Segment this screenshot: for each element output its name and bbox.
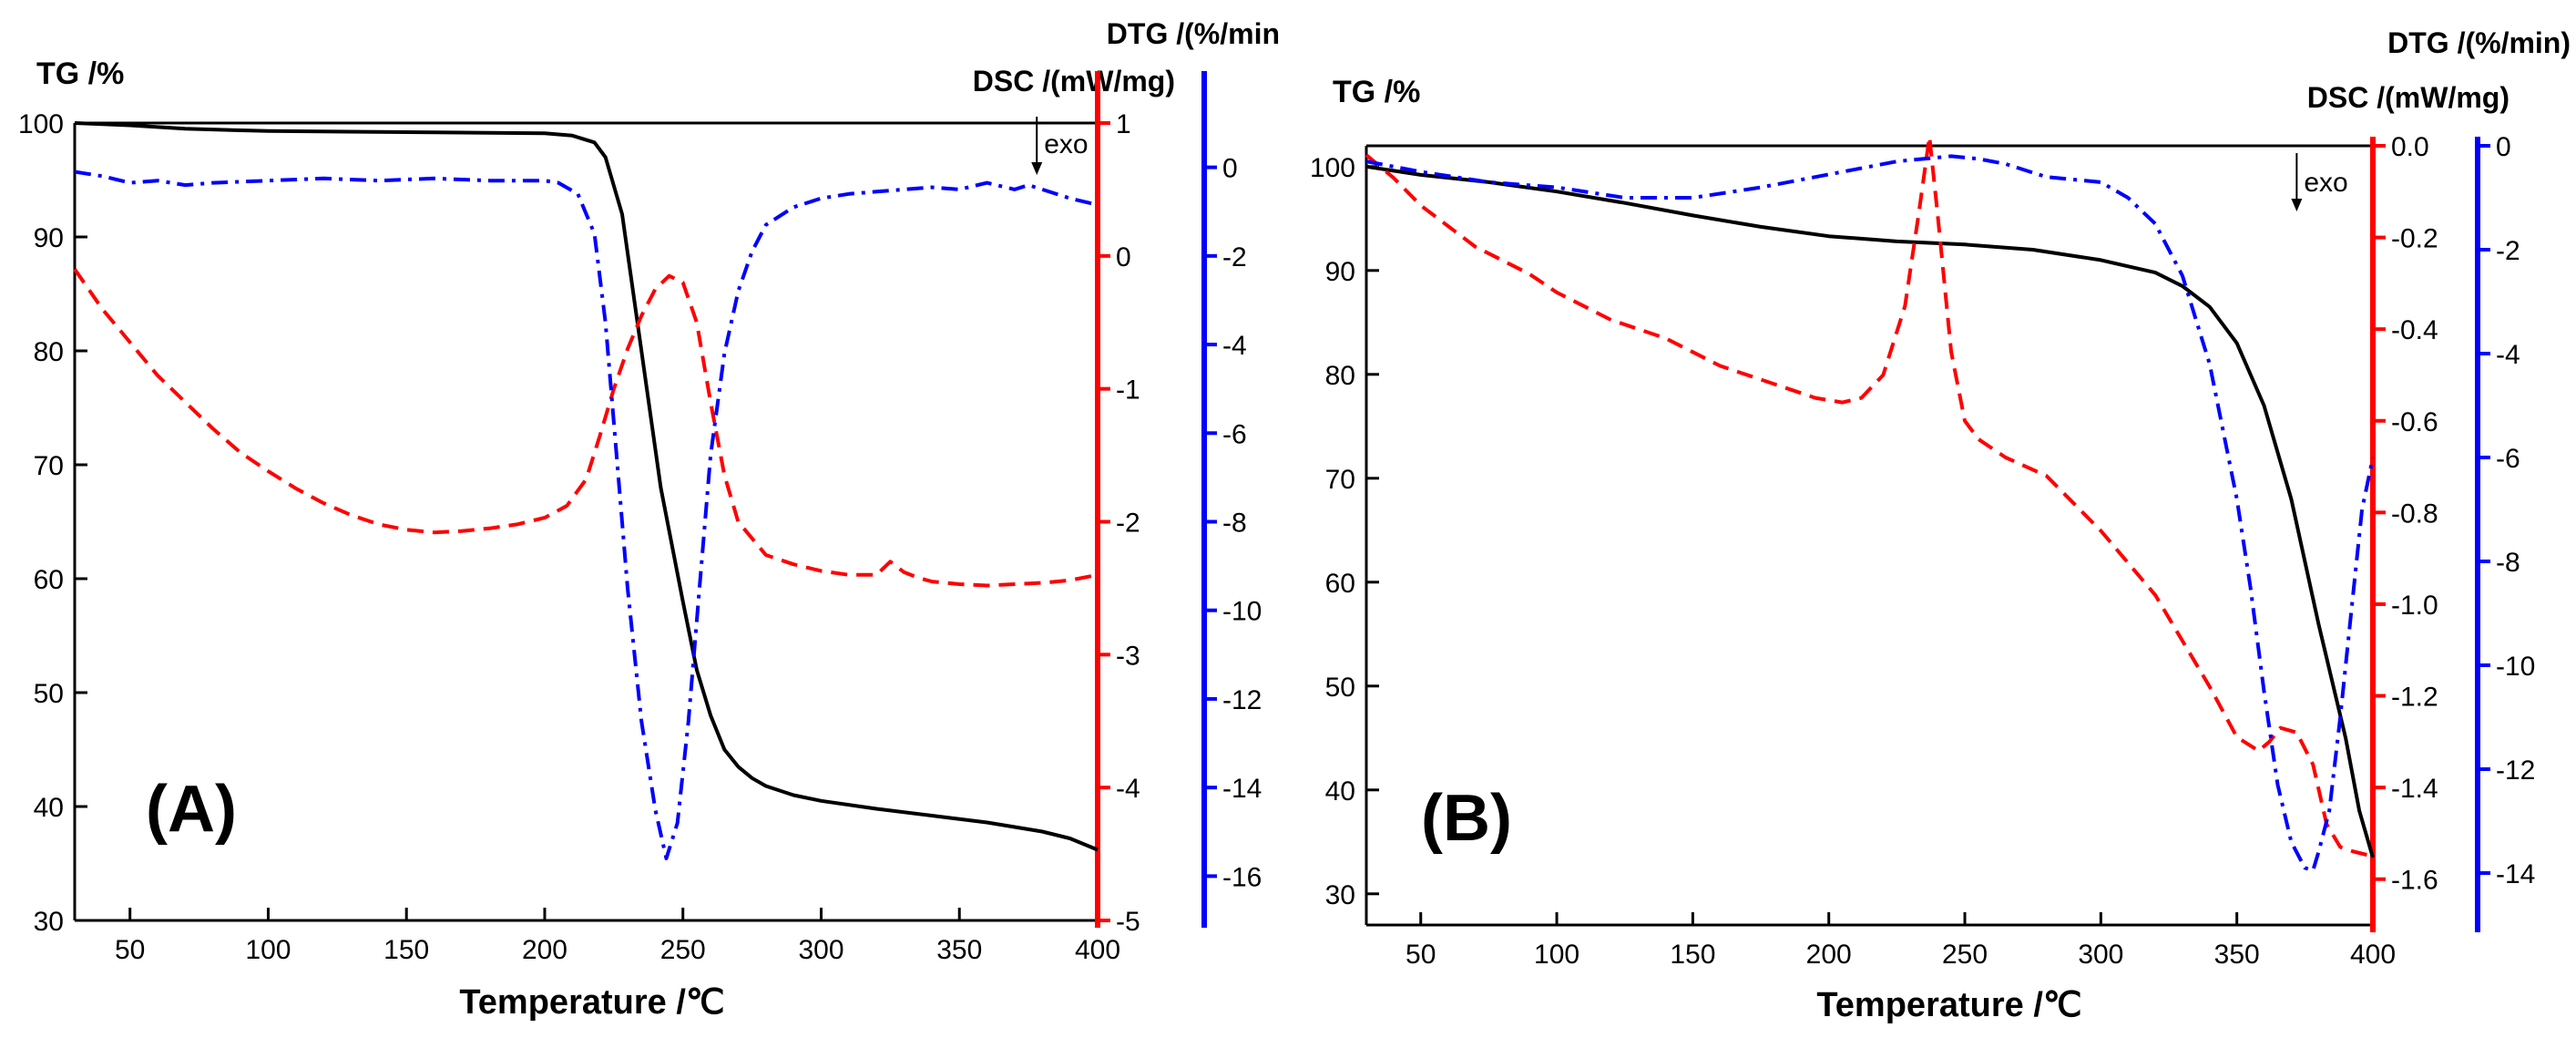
panel-b-tg-axis-title: TG /% — [1333, 75, 1420, 109]
panel-a-exo-annotation: exo — [1044, 129, 1088, 159]
panel-b-dsc-tick-label: -0.8 — [2391, 498, 2438, 529]
panel-b-x-tick-label: 50 — [1406, 940, 1436, 970]
panel-b-x-tick-label: 150 — [1670, 940, 1715, 970]
panel-a-tg-tick-label: 60 — [34, 565, 64, 595]
panel-a-x-tick-label: 400 — [1075, 935, 1120, 965]
panel-b-tg-tick-label: 60 — [1325, 569, 1355, 599]
panel-a-tg-tick-label: 100 — [18, 109, 64, 139]
panel-a-x-tick-label: 50 — [115, 935, 145, 965]
panel-a-dsc-tick-label: -1 — [1116, 375, 1140, 406]
panel-b-tg-curve — [1365, 164, 2375, 858]
panel-b-tg-tick-label: 90 — [1325, 257, 1355, 287]
panel-a-dtg-tick-label: -4 — [1222, 331, 1247, 361]
panel-a-dtg-tick-label: -14 — [1222, 774, 1262, 804]
panel-b-x-axis-title: Temperature /℃ — [1816, 986, 2081, 1024]
panel-a-x-tick-label: 250 — [660, 935, 706, 965]
panel-a-dsc-tick-label: -3 — [1116, 641, 1140, 671]
panel-a-dsc-tick-label: 0 — [1116, 242, 1131, 272]
panel-b-tg-tick-label: 70 — [1325, 465, 1355, 495]
panel-a-label: (A) — [146, 773, 237, 846]
panel-a-x-tick-label: 350 — [936, 935, 982, 965]
panel-a-tg-curve — [74, 121, 1099, 852]
panel-b-dsc-tick-label: -0.2 — [2391, 224, 2438, 254]
panel-b-dtg-tick-label: -4 — [2496, 340, 2520, 370]
panel-a-dtg-tick-label: -2 — [1222, 242, 1247, 272]
panel-a-dtg-tick-label: -8 — [1222, 509, 1247, 539]
panel-a-dsc-tick-label: -5 — [1116, 907, 1140, 937]
panel-a-x-tick-label: 150 — [383, 935, 429, 965]
panel-a-exo-arrowhead — [1031, 162, 1043, 175]
panel-b-tg-tick-label: 80 — [1325, 361, 1355, 391]
panel-a-dsc-tick-label: -4 — [1116, 774, 1140, 804]
panel-a-dsc-tick-label: 1 — [1116, 109, 1131, 139]
panel-a-dtg-tick-label: -12 — [1222, 685, 1262, 715]
panel-b-dsc-tick-label: -0.6 — [2391, 407, 2438, 437]
panel-b-dtg-tick-label: -2 — [2496, 236, 2520, 266]
panel-b-dsc-tick-label: -1.6 — [2391, 866, 2438, 896]
panel-a-x-tick-label: 300 — [798, 935, 843, 965]
panel-b-x-tick-label: 100 — [1534, 940, 1579, 970]
panel-b-dsc-tick-label: -0.4 — [2391, 315, 2438, 345]
panel-a-tg-tick-label: 30 — [34, 907, 64, 937]
panel-b-x-tick-label: 250 — [1942, 940, 1988, 970]
panel-a: TG /% DTG /(%/min DSC /(mW/mg) (A) Tempe… — [18, 17, 1280, 1022]
panel-b-tg-tick-label: 50 — [1325, 673, 1355, 703]
panel-a-tg-tick-label: 70 — [34, 451, 64, 481]
panel-a-tg-axis-title: TG /% — [36, 57, 124, 91]
panel-a-dsc-tick-label: -2 — [1116, 509, 1140, 539]
panel-b-x-tick-label: 300 — [2078, 940, 2123, 970]
panel-b-dtg-tick-label: 0 — [2496, 132, 2511, 162]
panel-b-exo-arrowhead — [2291, 199, 2303, 211]
panel-b-tg-tick-label: 100 — [1310, 153, 1355, 183]
panel-a-x-tick-label: 100 — [245, 935, 291, 965]
panel-a-dsc-axis-title: DSC /(mW/mg) — [973, 65, 1175, 98]
panel-a-tg-tick-label: 90 — [34, 223, 64, 253]
panel-b-x-tick-label: 400 — [2350, 940, 2396, 970]
panel-b-exo-annotation: exo — [2304, 168, 2347, 198]
panel-b: TG /% DTG /(%/min) DSC /(mW/mg) (B) Temp… — [1310, 26, 2571, 1024]
panel-b-dsc-axis-title: DSC /(mW/mg) — [2307, 81, 2510, 114]
panel-b-dsc-curve — [1365, 134, 2374, 858]
panel-b-dtg-tick-label: -12 — [2496, 755, 2535, 786]
panel-a-dtg-tick-label: -6 — [1222, 419, 1247, 449]
panel-b-dsc-tick-label: -1.2 — [2391, 683, 2438, 713]
panel-b-tg-tick-label: 40 — [1325, 776, 1355, 807]
panel-b-dsc-tick-label: 0.0 — [2391, 132, 2429, 162]
panel-b-x-tick-label: 350 — [2214, 940, 2260, 970]
panel-b-dtg-tick-label: -14 — [2496, 859, 2535, 889]
panel-a-dtg-tick-label: 0 — [1222, 154, 1238, 184]
panel-b-dtg-axis-title: DTG /(%/min) — [2387, 26, 2571, 59]
panel-b-dsc-tick-label: -1.4 — [2391, 774, 2438, 804]
panel-b-x-tick-label: 200 — [1806, 940, 1852, 970]
panel-a-dtg-axis-title: DTG /(%/min — [1107, 17, 1280, 50]
panel-b-dtg-tick-label: -8 — [2496, 548, 2520, 578]
panel-a-tg-tick-label: 40 — [34, 793, 64, 823]
panel-a-x-axis-title: Temperature /℃ — [459, 983, 724, 1022]
panel-b-dtg-tick-label: -10 — [2496, 652, 2535, 682]
panel-a-dtg-tick-label: -10 — [1222, 597, 1262, 627]
panel-b-dtg-tick-label: -6 — [2496, 444, 2520, 474]
panel-a-tg-tick-label: 50 — [34, 679, 64, 709]
panel-b-tg-tick-label: 30 — [1325, 880, 1355, 910]
panel-a-x-tick-label: 200 — [522, 935, 567, 965]
panel-b-label: (B) — [1421, 782, 1512, 855]
panel-b-dsc-tick-label: -1.0 — [2391, 591, 2438, 621]
panel-a-dtg-tick-label: -16 — [1222, 862, 1262, 892]
panel-a-tg-tick-label: 80 — [34, 337, 64, 367]
panel-a-dsc-curve — [73, 268, 1099, 588]
